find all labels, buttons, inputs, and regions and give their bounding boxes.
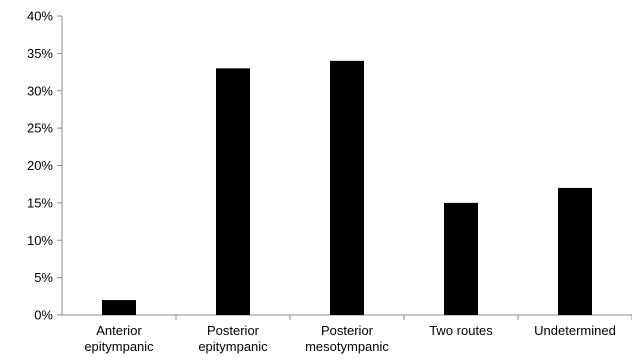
x-tick-label: Undetermined — [534, 323, 616, 338]
x-tick-label: Two routes — [429, 323, 493, 338]
bar — [216, 68, 250, 315]
y-tick-label: 35% — [27, 46, 53, 61]
y-tick-label: 15% — [27, 195, 53, 210]
bar — [102, 300, 136, 315]
x-tick-label: Posterior mesotympanic — [305, 323, 389, 354]
bar — [330, 60, 364, 315]
y-tick-label: 20% — [27, 158, 53, 173]
bar — [558, 187, 592, 315]
y-tick-label: 10% — [27, 233, 53, 248]
x-axis-labels: Anterior epitympanic Posterior epitympanic P… — [84, 323, 616, 354]
bar-series — [102, 60, 592, 315]
y-tick-label: 25% — [27, 121, 53, 136]
y-tick-label: 30% — [27, 83, 53, 98]
y-tick-label: 0% — [34, 308, 53, 323]
x-tick-label: Posterior epitympanic — [198, 323, 268, 354]
y-tick-label: 40% — [27, 9, 53, 24]
x-tick-label: Anterior epitympanic — [84, 323, 154, 354]
bar — [444, 202, 478, 315]
y-tick-label: 5% — [34, 270, 53, 285]
y-axis-ticks: 0% 5% 10% 15% 20% 25% 30% 35% 40% — [27, 9, 62, 323]
